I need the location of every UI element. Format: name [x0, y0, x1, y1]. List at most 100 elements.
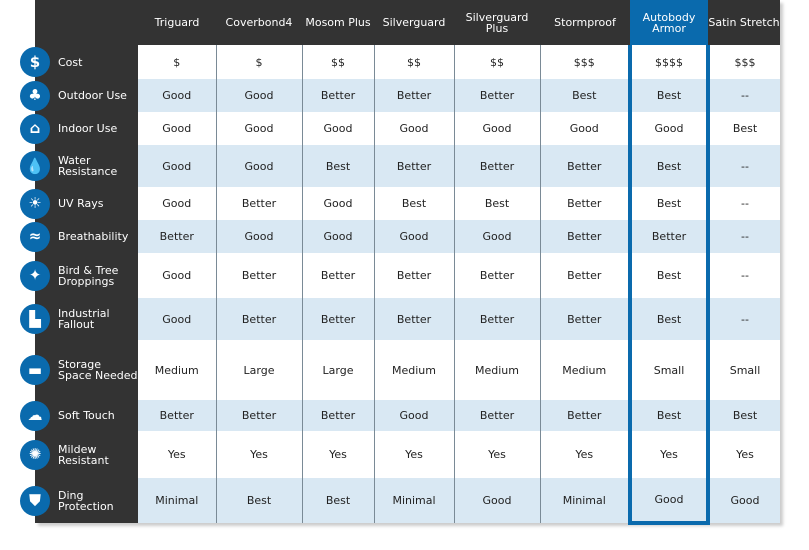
cloud-icon: ☁ — [20, 400, 50, 431]
table-cell: Better — [453, 253, 540, 298]
row-label-text: Mildew Resistant — [58, 442, 109, 467]
table-cell: Medium — [539, 340, 630, 400]
table-cell: Minimal — [539, 478, 630, 523]
table-cell: Better — [301, 253, 374, 298]
table-row: ≈ Breathability Better Good Good Good Good Bett… — [20, 220, 780, 253]
column-header: Stormproof — [554, 16, 616, 29]
table-cell: Good — [301, 187, 374, 220]
table-cell: Good — [215, 112, 302, 145]
table-cell: -- — [707, 145, 780, 187]
table-cell: $$$ — [707, 45, 780, 79]
table-row: ☀ UV Rays Good Better Good Best Best Better Best… — [20, 187, 780, 220]
table-cell: Better — [539, 220, 630, 253]
table-cell: Good — [453, 220, 540, 253]
corner-header — [35, 0, 138, 45]
table-cell: -- — [707, 220, 780, 253]
dollar-icon: $ — [20, 47, 50, 77]
column-header: Triguard — [154, 16, 200, 29]
table-cell: Best — [539, 79, 630, 112]
table-cell: Better — [301, 298, 374, 340]
row-label: 💧 Water Resistance — [20, 145, 138, 187]
table-cell: Medium — [373, 340, 454, 400]
column-header: Autobody Armor — [630, 0, 708, 45]
table-cell: Better — [453, 298, 540, 340]
table-cell: Good — [138, 145, 216, 187]
table-cell: Better — [453, 145, 540, 187]
row-label: ▙ Industrial Fallout — [20, 298, 138, 340]
table-cell: Large — [215, 340, 302, 400]
table-cell: -- — [707, 298, 780, 340]
table-cell: Good — [138, 298, 216, 340]
row-label-text: Storage Space Needed — [58, 358, 138, 382]
table-cell: Good — [215, 79, 302, 112]
table-cell: Best — [628, 400, 710, 431]
table-cell: Best — [215, 478, 302, 523]
table-cell: -- — [707, 79, 780, 112]
table-cell: Good — [138, 187, 216, 220]
table-cell: Minimal — [138, 478, 216, 523]
row-label-text: Indoor Use — [58, 122, 118, 135]
column-header: Mosom Plus — [305, 16, 371, 29]
garage-icon: ⌂ — [20, 113, 50, 144]
table-cell: $$ — [301, 45, 374, 79]
row-label-text: Water Resistance — [58, 154, 118, 178]
table-cell: Better — [215, 298, 302, 340]
table-cell: -- — [707, 253, 780, 298]
column-header: Coverbond4 — [225, 16, 293, 29]
table-cell: Good — [628, 112, 710, 145]
table-cell: Good — [628, 478, 710, 525]
table-cell: Better — [539, 145, 630, 187]
table-cell: Good — [373, 400, 454, 431]
table-cell: Better — [373, 253, 454, 298]
shield-icon: ⛊ — [20, 485, 50, 516]
table-cell: Good — [373, 112, 454, 145]
table-cell: -- — [707, 187, 780, 220]
table-cell: Medium — [453, 340, 540, 400]
table-row: ♣ Outdoor Use Good Good Better Better Better Be… — [20, 79, 780, 112]
trees-icon: ♣ — [20, 80, 50, 111]
table-cell: Good — [215, 220, 302, 253]
table-cell: Good — [138, 79, 216, 112]
table-cell: Better — [373, 145, 454, 187]
table-cell: Good — [138, 253, 216, 298]
table-row: ⌂ Indoor Use Good Good Good Good Good Good Good B… — [20, 112, 780, 145]
suitcase-icon: ▬ — [20, 355, 50, 385]
row-label-text: Outdoor Use — [58, 89, 127, 102]
table-row: $ Cost $ $ $$ $$ $$ $$$ $$$$ $$$ — [20, 45, 780, 79]
leaf-icon: ✦ — [20, 260, 50, 291]
table-cell: Good — [707, 478, 780, 523]
table-cell: Yes — [138, 431, 216, 478]
table-cell: Best — [628, 253, 710, 298]
table-cell: Better — [539, 253, 630, 298]
row-label-text: Soft Touch — [58, 409, 115, 422]
comparison-table: Triguard Coverbond4 Mosom Plus Silverguard S… — [20, 0, 780, 525]
row-label: ✺ Mildew Resistant — [20, 431, 138, 478]
table-cell: Best — [453, 187, 540, 220]
row-label: ⌂ Indoor Use — [20, 112, 138, 145]
column-header: Silverguard — [382, 16, 446, 29]
table-cell: Yes — [373, 431, 454, 478]
row-label: $ Cost — [20, 45, 138, 79]
table-cell: Better — [138, 220, 216, 253]
table-cell: Better — [453, 400, 540, 431]
table-row: ✺ Mildew Resistant Yes Yes Yes Yes Yes Yes Yes Ye… — [20, 431, 780, 478]
table-row: ☁ Soft Touch Better Better Better Good Better B… — [20, 400, 780, 431]
table-cell: Good — [373, 220, 454, 253]
row-label: ▬ Storage Space Needed — [20, 340, 138, 400]
table-cell: Best — [628, 298, 710, 340]
table-cell: Better — [628, 220, 710, 253]
table-cell: Good — [301, 220, 374, 253]
row-label: ☁ Soft Touch — [20, 400, 138, 431]
table-cell: Yes — [215, 431, 302, 478]
table-cell: $$ — [373, 45, 454, 79]
table-row: ✦ Bird & Tree Droppings Good Better Better Be… — [20, 253, 780, 298]
row-label-text: Bird & Tree Droppings — [58, 263, 119, 288]
table-cell: Better — [215, 253, 302, 298]
sun-icon: ☀ — [20, 188, 50, 219]
table-cell: Better — [539, 298, 630, 340]
column-header: Satin Stretch — [708, 16, 780, 29]
table-row: ⛊ Ding Protection Minimal Best Best Minimal Go… — [20, 478, 780, 525]
table-cell: Best — [628, 187, 710, 220]
table-cell: Better — [539, 400, 630, 431]
row-label: ⛊ Ding Protection — [20, 478, 138, 523]
